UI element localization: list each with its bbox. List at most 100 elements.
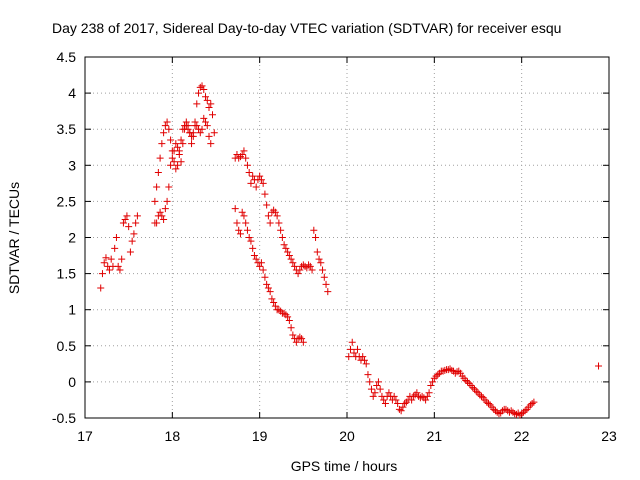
data-point [359,353,367,361]
data-point [280,309,288,317]
data-point [240,147,248,155]
data-point [429,378,437,386]
data-point [380,396,388,404]
data-point [530,398,538,406]
y-tick-label: 2 [68,230,76,246]
data-point [317,259,325,267]
data-point [263,201,271,209]
data-point [245,169,253,177]
data-point [425,389,433,397]
data-point [168,147,176,155]
data-point [207,140,215,148]
data-point [381,400,389,408]
data-point [259,179,267,187]
data-point [376,385,384,393]
data-point [296,333,304,341]
data-point [457,369,465,377]
data-point [98,270,106,278]
data-point [203,96,211,104]
data-point [315,255,323,263]
data-point [153,219,161,227]
data-point [310,226,318,234]
data-point [133,212,141,220]
data-point [177,136,185,144]
data-point [167,136,175,144]
data-point [275,306,283,314]
data-point [353,345,361,353]
data-point [249,244,257,252]
y-tick-label: -0.5 [52,410,76,426]
data-point [174,161,182,169]
data-point [390,392,398,400]
data-point [521,407,529,415]
data-point [100,259,108,267]
data-point [177,158,185,166]
data-point [271,208,279,216]
data-point [163,197,171,205]
data-point [271,302,279,310]
data-point [114,262,122,270]
data-point [203,122,211,130]
data-point [299,338,307,346]
y-tick-label: 4 [68,85,76,101]
data-point [184,125,192,133]
data-point [374,378,382,386]
data-point [285,317,293,325]
data-point [126,248,134,256]
data-point [422,396,430,404]
data-point [394,400,402,408]
data-point [273,212,281,220]
series-arc-1-early [97,212,141,292]
data-point [285,252,293,260]
chart-title: Day 238 of 2017, Sidereal Day-to-day VTE… [52,20,561,36]
data-point [298,335,306,343]
data-point [247,237,255,245]
data-point [198,125,206,133]
data-point [313,248,321,256]
data-point [107,255,115,263]
y-tick-label: 1 [68,302,76,318]
axis-ticks [84,56,610,419]
data-point [249,172,257,180]
data-point [233,219,241,227]
data-point [245,234,253,241]
data-point [264,212,272,220]
data-point [202,118,210,126]
data-point [399,403,407,411]
data-point [165,183,173,191]
data-point [369,392,377,400]
data-point [205,132,213,140]
y-tick-label: 0 [68,374,76,390]
data-point [125,223,133,231]
data-point [518,410,526,418]
data-point [448,366,456,374]
data-point [308,266,316,274]
data-point [170,158,178,166]
series-arc-3-lower [231,205,307,346]
data-point [97,284,105,292]
data-point [247,179,255,187]
data-point [401,400,409,408]
data-point [151,197,159,205]
data-point [350,349,358,357]
x-tick-label: 19 [252,428,268,444]
data-point [397,407,405,415]
data-point [294,270,302,278]
data-point [477,392,485,400]
data-point [291,262,299,270]
data-point [512,410,520,418]
series-arc-2-peak [151,82,218,227]
data-point [105,266,113,274]
data-point [360,356,368,364]
data-point [156,208,164,216]
data-point [432,372,440,380]
data-point [312,234,320,241]
data-point [242,219,250,227]
data-point [469,384,477,392]
data-point [257,176,265,184]
data-point [236,230,244,238]
data-point [345,353,353,361]
data-point [266,219,274,227]
data-point [128,237,136,245]
data-point [121,215,129,223]
